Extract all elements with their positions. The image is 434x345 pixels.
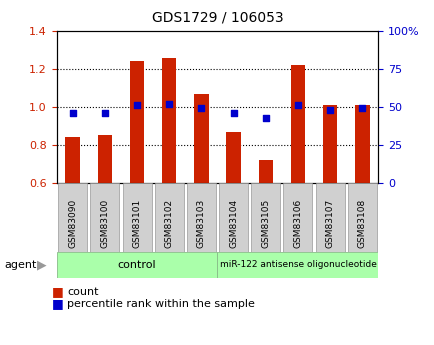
Text: GSM83103: GSM83103	[197, 199, 205, 248]
Bar	[226, 132, 240, 183]
FancyBboxPatch shape	[187, 183, 215, 252]
Bar	[258, 160, 273, 183]
Point	[230, 110, 237, 116]
Text: miR-122 antisense oligonucleotide: miR-122 antisense oligonucleotide	[219, 260, 375, 269]
FancyBboxPatch shape	[219, 183, 247, 252]
Bar	[322, 105, 337, 183]
FancyBboxPatch shape	[56, 252, 217, 278]
Text: ▶: ▶	[37, 258, 46, 271]
FancyBboxPatch shape	[58, 183, 87, 252]
Text: GSM83102: GSM83102	[164, 199, 173, 248]
FancyBboxPatch shape	[122, 183, 151, 252]
FancyBboxPatch shape	[315, 183, 344, 252]
Text: GDS1729 / 106053: GDS1729 / 106053	[151, 10, 283, 24]
Bar	[129, 61, 144, 183]
Point	[197, 106, 204, 111]
FancyBboxPatch shape	[283, 183, 312, 252]
Bar	[290, 65, 305, 183]
Point	[326, 107, 333, 113]
Bar	[161, 58, 176, 183]
Text: GSM83105: GSM83105	[261, 199, 270, 248]
FancyBboxPatch shape	[155, 183, 183, 252]
Text: agent: agent	[4, 260, 36, 270]
Text: GSM83104: GSM83104	[229, 199, 237, 248]
Text: ■: ■	[52, 297, 64, 310]
FancyBboxPatch shape	[251, 183, 279, 252]
Point	[294, 103, 301, 108]
Text: ■: ■	[52, 285, 64, 298]
Text: percentile rank within the sample: percentile rank within the sample	[67, 299, 255, 308]
Point	[165, 101, 172, 107]
Text: count: count	[67, 287, 99, 296]
Text: GSM83090: GSM83090	[68, 199, 77, 248]
Point	[133, 103, 140, 108]
Text: GSM83107: GSM83107	[325, 199, 334, 248]
Bar	[194, 94, 208, 183]
FancyBboxPatch shape	[217, 252, 378, 278]
Bar	[65, 137, 80, 183]
Point	[69, 110, 76, 116]
Point	[358, 106, 365, 111]
Bar	[354, 105, 369, 183]
Point	[262, 115, 269, 120]
Text: control: control	[118, 260, 156, 270]
FancyBboxPatch shape	[347, 183, 376, 252]
Point	[101, 110, 108, 116]
Text: GSM83108: GSM83108	[357, 199, 366, 248]
Text: GSM83100: GSM83100	[100, 199, 109, 248]
Text: GSM83101: GSM83101	[132, 199, 141, 248]
Text: GSM83106: GSM83106	[293, 199, 302, 248]
FancyBboxPatch shape	[90, 183, 119, 252]
Bar	[97, 136, 112, 183]
